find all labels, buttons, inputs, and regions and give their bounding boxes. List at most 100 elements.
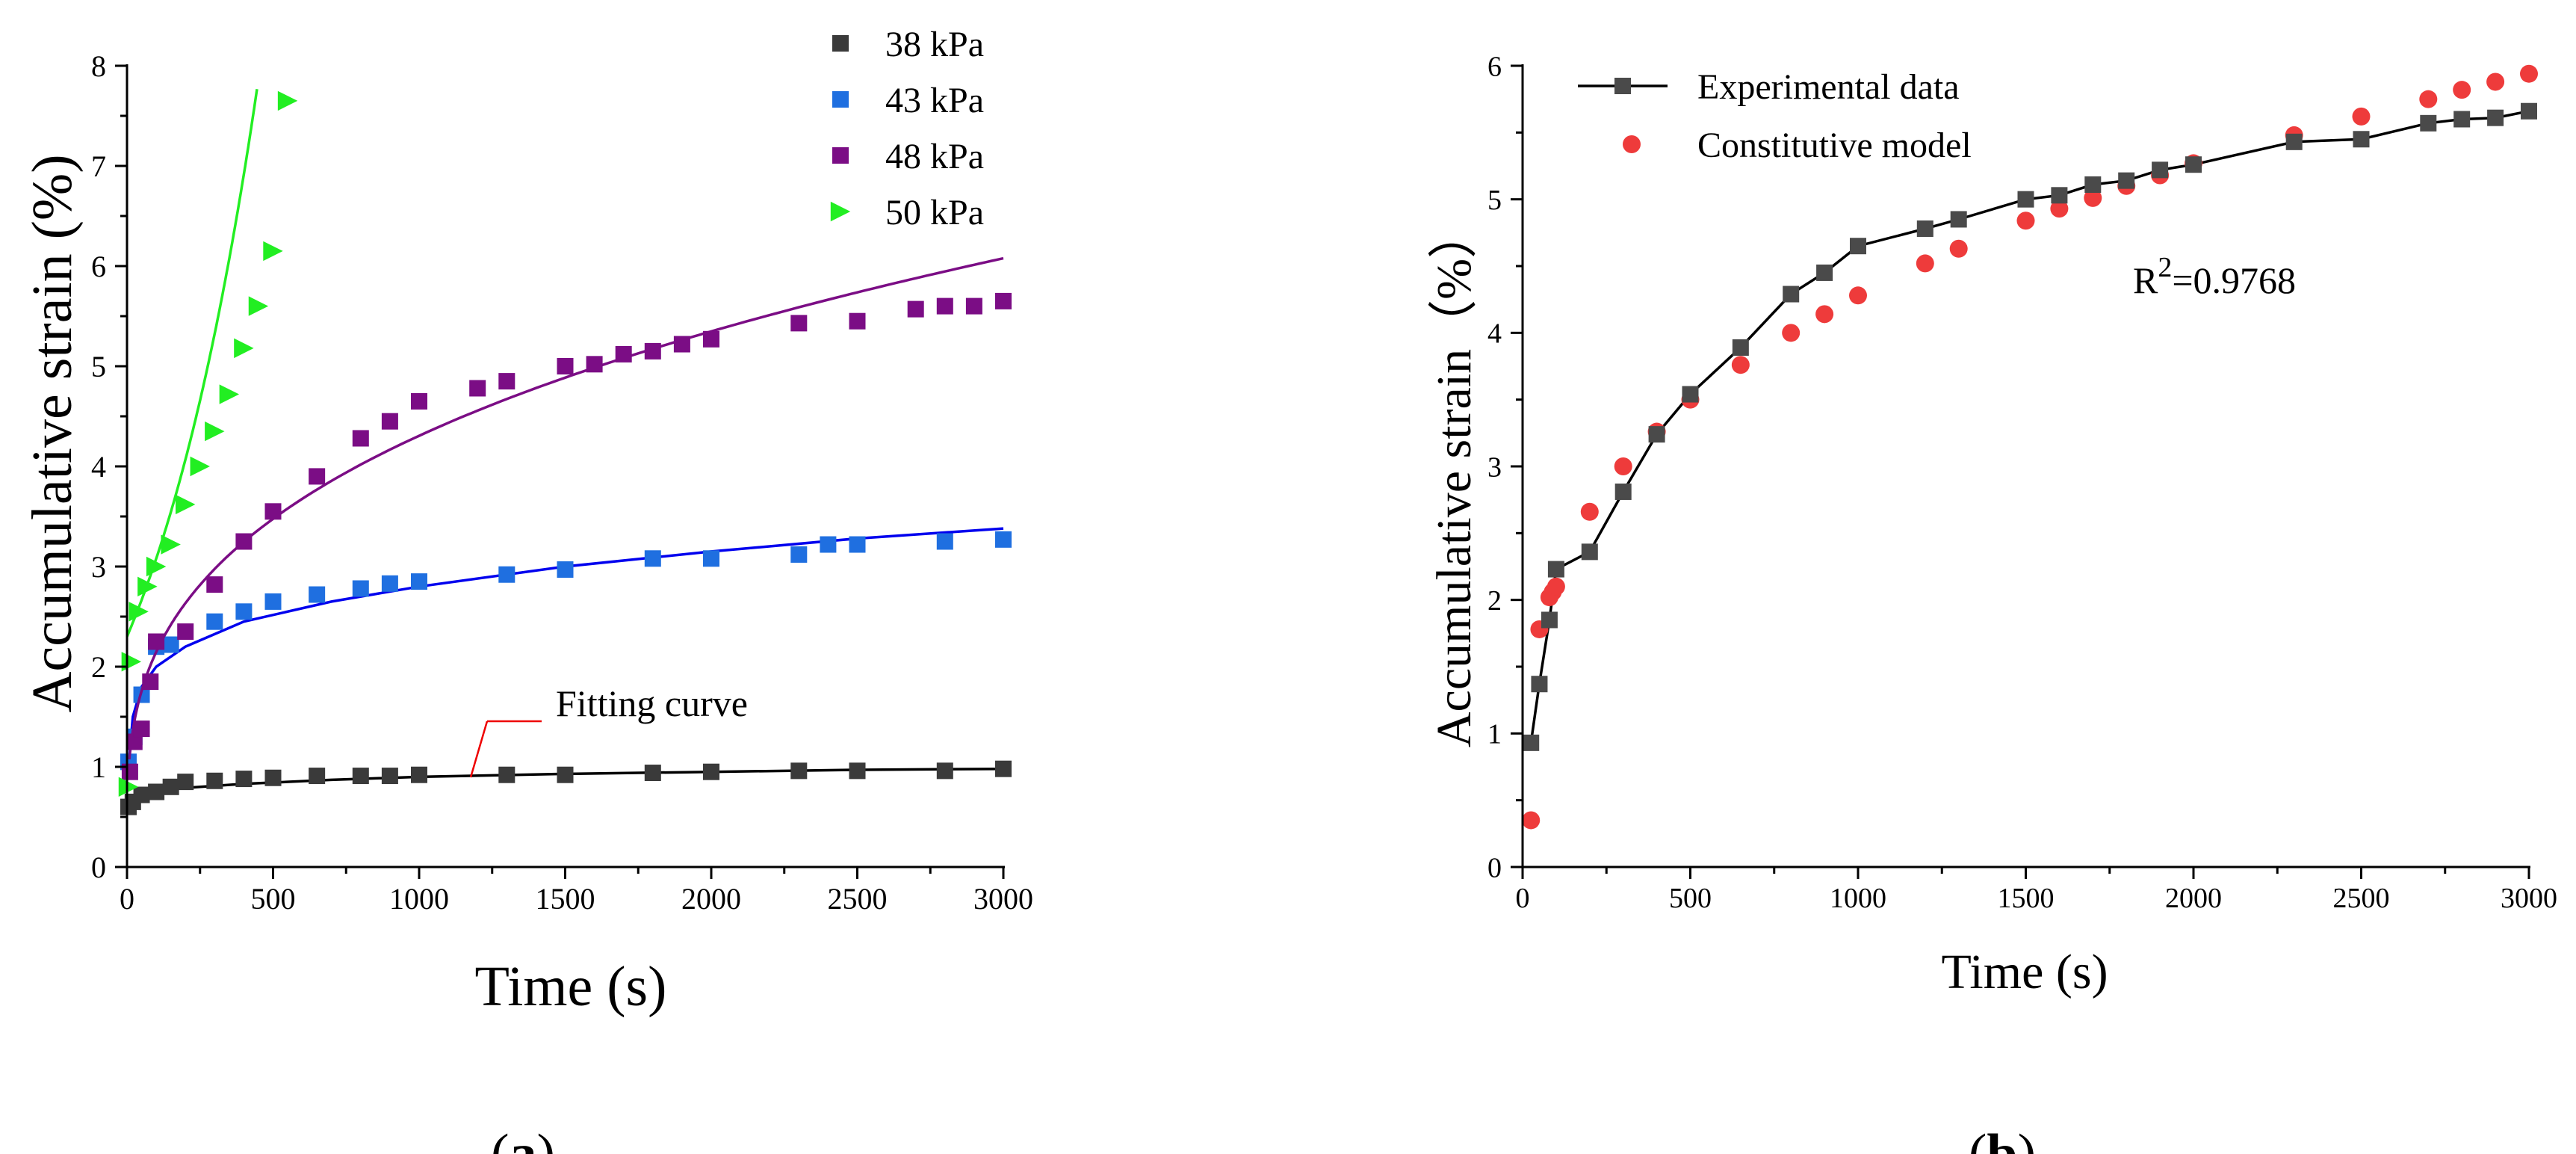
legend-marker-48-kpa (832, 147, 849, 164)
legend-label-43-kpa: 43 kPa (885, 81, 984, 120)
point-experimental-data (1648, 426, 1665, 443)
panel-b-annotation-sup: 2 (2158, 252, 2172, 283)
panel-b-x-axis-label: Time (s) (1941, 945, 2108, 999)
point-experimental-data (1916, 220, 1933, 237)
point-experimental-data (1816, 264, 1833, 281)
point-38-kpa (352, 768, 369, 785)
point-48-kpa (142, 673, 159, 691)
point-50-kpa (176, 494, 196, 515)
a-x-tick-label: 0 (120, 882, 134, 916)
b-x-tick-label: 3000 (2501, 883, 2557, 914)
legend-label-38-kpa: 38 kPa (885, 25, 984, 64)
point-experimental-data (1547, 561, 1564, 578)
point-50-kpa (205, 421, 225, 442)
point-48-kpa (849, 312, 866, 330)
panel-b-annotation-value: =0.9768 (2172, 259, 2296, 301)
b-y-tick-label: 2 (1487, 585, 1502, 617)
point-constitutive-model (2016, 212, 2035, 230)
a-y-tick-label: 7 (91, 149, 106, 183)
point-48-kpa (673, 336, 690, 353)
legend-marker-constitutive-model (1623, 135, 1641, 153)
point-50-kpa (129, 602, 149, 622)
point-experimental-data (1950, 211, 1967, 228)
point-experimental-data (2017, 191, 2034, 208)
panel-b-ticks: 0 500 1000 1500 2000 2500 3000 0 1 2 3 4 5 6 (1487, 51, 2557, 914)
panel-b-label: (b) (1969, 1123, 2036, 1154)
panel-b-label-letter: b (1987, 1123, 2017, 1154)
point-48-kpa (381, 413, 398, 430)
point-43-kpa (557, 561, 574, 578)
point-48-kpa (586, 356, 603, 373)
point-constitutive-model (2419, 90, 2438, 108)
point-constitutive-model (1731, 356, 1750, 374)
point-43-kpa (381, 575, 398, 592)
panel-b-annotation: R2=0.9768 (2133, 252, 2296, 301)
fit-curve-50-kpa (126, 89, 258, 638)
point-43-kpa (352, 580, 369, 597)
panel-a-ticks: 0 500 1000 1500 2000 2500 3000 0 1 2 3 4 5 6 7 8 (91, 49, 1033, 916)
point-38-kpa (849, 762, 866, 780)
point-48-kpa (965, 297, 982, 315)
point-constitutive-model (1614, 457, 1632, 475)
point-48-kpa (936, 297, 953, 315)
panel-a-annotation: Fitting curve (469, 682, 748, 778)
point-43-kpa (309, 586, 326, 603)
point-constitutive-model (1580, 502, 1599, 521)
point-43-kpa (820, 536, 837, 553)
point-constitutive-model (1782, 324, 1801, 342)
point-50-kpa (161, 534, 181, 555)
point-experimental-data (2118, 172, 2135, 189)
point-38-kpa (498, 766, 515, 783)
panel-b: 0 500 1000 1500 2000 2500 3000 0 1 2 3 4 5 6 Time (s)… (1427, 51, 2557, 1154)
legend-marker-50-kpa (830, 201, 851, 222)
point-experimental-data (2051, 187, 2068, 204)
point-experimental-data (2185, 156, 2202, 173)
point-experimental-data (2453, 111, 2471, 128)
point-38-kpa (309, 768, 326, 785)
point-constitutive-model (1522, 811, 1541, 830)
point-43-kpa (849, 536, 866, 553)
point-experimental-data (2285, 133, 2303, 150)
a-x-tick-label: 500 (251, 882, 296, 916)
point-43-kpa (498, 566, 515, 583)
legend-label-50-kpa: 50 kPa (885, 193, 984, 232)
point-43-kpa (162, 636, 179, 653)
point-constitutive-model (2486, 72, 2505, 91)
a-y-tick-label: 0 (91, 851, 106, 884)
b-y-tick-label: 3 (1487, 451, 1502, 483)
legend-marker-43-kpa (832, 91, 849, 108)
point-50-kpa (190, 456, 210, 477)
panel-a-x-axis-label: Time (s) (475, 955, 667, 1018)
point-48-kpa (264, 503, 282, 520)
point-experimental-data (1614, 483, 1632, 500)
panel-a-annotation-text: Fitting curve (556, 682, 748, 724)
point-43-kpa (936, 533, 953, 550)
point-experimental-data (1531, 676, 1548, 693)
point-constitutive-model (1546, 577, 1565, 596)
point-43-kpa (644, 550, 661, 567)
point-experimental-data (1581, 543, 1598, 561)
point-48-kpa (498, 373, 515, 390)
legend-label-constitutive-model: Constitutive model (1697, 126, 1972, 165)
point-38-kpa (148, 783, 165, 800)
panel-b-y-axis-label: Accumulative strain（%） (1427, 209, 1481, 747)
point-43-kpa (703, 550, 719, 567)
a-y-tick-label: 4 (91, 450, 106, 484)
a-y-tick-label: 8 (91, 49, 106, 83)
panel-a-marks (118, 89, 1012, 815)
point-38-kpa (381, 768, 398, 785)
legend-marker-experimental-data (1614, 78, 1631, 94)
point-constitutive-model (1916, 254, 1934, 273)
b-x-tick-label: 1000 (1830, 883, 1886, 914)
point-50-kpa (121, 652, 142, 672)
point-48-kpa (148, 633, 165, 650)
legend-label-experimental-data: Experimental data (1697, 67, 1960, 107)
point-48-kpa (557, 358, 574, 374)
b-y-tick-label: 4 (1487, 318, 1502, 350)
point-50-kpa (234, 338, 254, 359)
point-constitutive-model (2520, 64, 2538, 83)
panel-a-legend: 38 kPa 43 kPa 48 kPa 50 kPa (830, 25, 984, 232)
point-48-kpa (411, 392, 427, 410)
point-48-kpa (309, 468, 326, 485)
